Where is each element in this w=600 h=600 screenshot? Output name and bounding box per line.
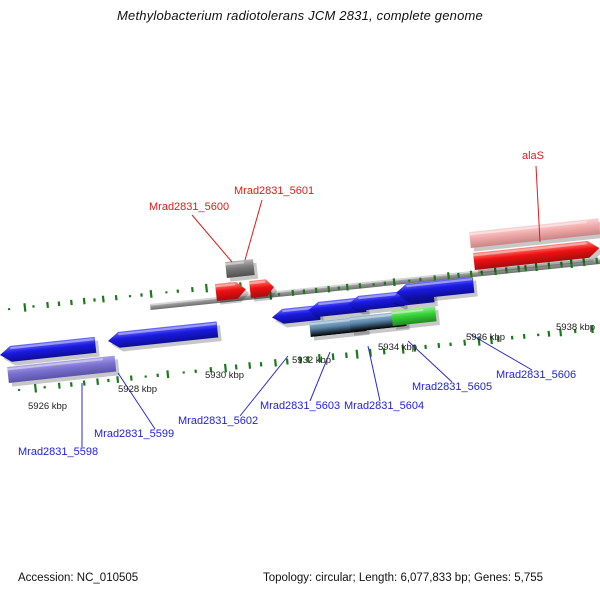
gene-feature[interactable] bbox=[107, 321, 222, 353]
scale-tick-label: 5938 kbp bbox=[556, 322, 595, 333]
gene-feature[interactable] bbox=[469, 218, 600, 252]
leader-line bbox=[244, 199, 263, 261]
gene-label[interactable]: Mrad2831_5598 bbox=[18, 446, 98, 458]
gene-feature[interactable] bbox=[0, 336, 100, 367]
leader-line bbox=[309, 351, 331, 402]
gene-label[interactable]: Mrad2831_5606 bbox=[496, 369, 576, 381]
leader-line bbox=[191, 214, 233, 263]
gene-label[interactable]: Mrad2831_5604 bbox=[344, 400, 424, 412]
gene-label[interactable]: Mrad2831_5600 bbox=[149, 201, 229, 213]
gene-label[interactable]: Mrad2831_5601 bbox=[234, 185, 314, 197]
gene-label[interactable]: Mrad2831_5602 bbox=[178, 415, 258, 427]
leader-line bbox=[535, 165, 541, 243]
gene-feature[interactable] bbox=[271, 304, 324, 329]
scale-tick-label: 5930 kbp bbox=[205, 370, 244, 381]
gene-feature-layer[interactable] bbox=[0, 218, 600, 387]
leader-line bbox=[239, 355, 289, 417]
label-leader-lines bbox=[81, 165, 541, 447]
scale-tick-label: 5934 kbp bbox=[378, 342, 417, 353]
gene-label[interactable]: Mrad2831_5605 bbox=[412, 381, 492, 393]
gene-feature[interactable] bbox=[249, 278, 278, 302]
scale-label-layer: 5926 kbp 5928 kbp 5930 kbp 5932 kbp 5934 kbp… bbox=[28, 322, 595, 412]
scale-tick-label: 5932 kbp bbox=[292, 355, 331, 366]
gene-label-layer[interactable]: Mrad2831_5598 Mrad2831_5599 Mrad2831_5600 M… bbox=[18, 150, 576, 458]
gene-feature[interactable] bbox=[225, 259, 259, 282]
genome-summary-text: Topology: circular; Length: 6,077,833 bp… bbox=[263, 572, 544, 584]
gene-feature[interactable] bbox=[391, 306, 440, 330]
gene-feature[interactable] bbox=[215, 281, 250, 305]
gene-label[interactable]: Mrad2831_5599 bbox=[94, 428, 174, 440]
page-title: Methylobacterium radiotolerans JCM 2831,… bbox=[117, 8, 483, 23]
leader-line bbox=[367, 345, 381, 402]
leader-line bbox=[469, 333, 533, 371]
gene-feature[interactable] bbox=[473, 239, 600, 274]
scale-tick-label: 5926 kbp bbox=[28, 401, 67, 412]
gene-label[interactable]: Mrad2831_5603 bbox=[260, 400, 340, 412]
accession-text: Accession: NC_010505 bbox=[18, 572, 139, 584]
scale-tick-label: 5936 kbp bbox=[466, 332, 505, 343]
strand-tick-marks bbox=[7, 257, 599, 393]
gene-feature[interactable] bbox=[7, 355, 120, 387]
gene-feature[interactable] bbox=[395, 276, 478, 304]
leader-line bbox=[407, 340, 453, 383]
scale-tick-label: 5928 kbp bbox=[118, 384, 157, 395]
leader-line bbox=[117, 372, 156, 430]
gene-label[interactable]: alaS bbox=[522, 150, 544, 162]
